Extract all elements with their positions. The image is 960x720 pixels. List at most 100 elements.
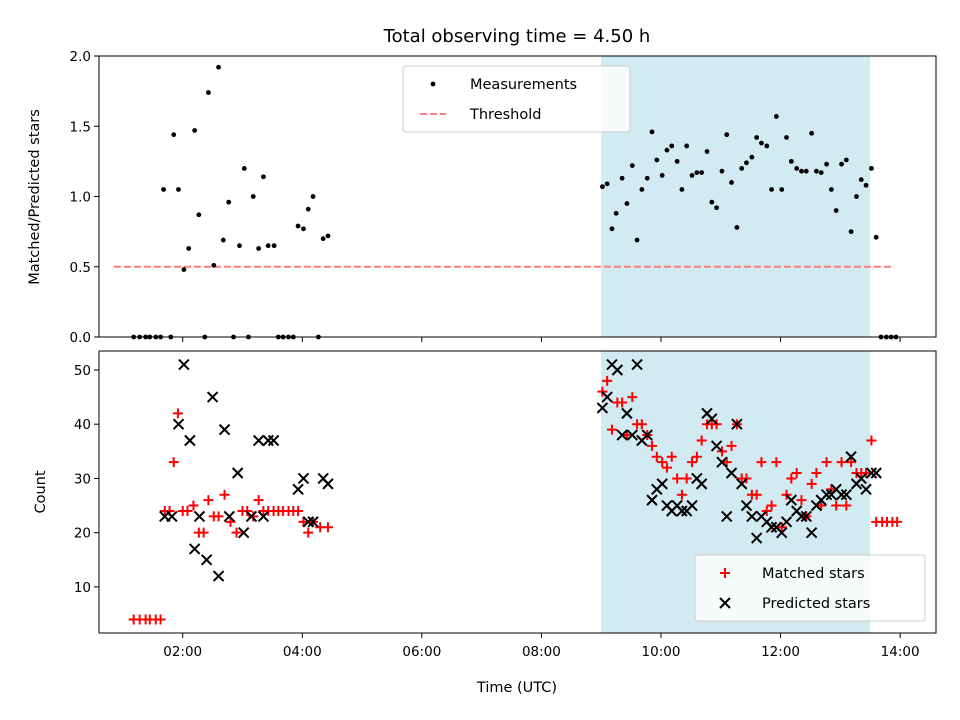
data-point [188, 500, 199, 511]
data-point [641, 429, 653, 441]
data-point [858, 177, 864, 183]
data-point [735, 478, 748, 490]
x-tick-label: 08:00 [522, 644, 561, 660]
data-point [799, 168, 804, 174]
data-point [213, 511, 224, 522]
data-point [666, 451, 677, 462]
data-point [298, 516, 309, 527]
data-point [661, 462, 672, 473]
data-point [840, 489, 853, 501]
data-point [749, 154, 755, 160]
data-point [821, 457, 832, 468]
ratio-panel: 0.0 0.5 1.0 1.5 2.0 Measurements Threshold [70, 49, 937, 346]
legend: Matched stars Predicted stars [694, 554, 926, 622]
data-point [746, 510, 758, 523]
data-point [679, 187, 685, 192]
data-point [863, 182, 869, 188]
data-point [649, 129, 655, 135]
data-point [714, 205, 719, 211]
data-point [293, 505, 304, 516]
data-point [596, 402, 609, 414]
data-point [654, 157, 660, 163]
data-point [796, 495, 807, 506]
x-tick-label: 02:00 [163, 644, 202, 660]
data-point [721, 510, 733, 523]
data-point [785, 494, 798, 506]
data-point [699, 170, 705, 176]
legend: Measurements Threshold [402, 65, 631, 133]
data-point [751, 489, 762, 500]
data-point [226, 199, 232, 205]
data-point [814, 168, 819, 174]
x-tick-label: 10:00 [642, 644, 681, 660]
y-tick-label: 20 [74, 526, 91, 542]
data-point [788, 158, 794, 164]
y-tick-label: 2.0 [70, 49, 91, 65]
data-point [831, 500, 842, 511]
data-point [271, 243, 277, 249]
data-point [256, 246, 262, 251]
data-point [193, 510, 206, 523]
data-point [848, 229, 854, 235]
data-point [613, 210, 619, 216]
data-point [597, 386, 608, 397]
data-point [869, 166, 874, 171]
data-point [629, 163, 635, 168]
data-point [616, 429, 628, 441]
data-point [634, 237, 640, 243]
data-point [811, 468, 822, 479]
legend-box [694, 554, 926, 622]
data-point [155, 614, 166, 625]
data-point [639, 187, 645, 192]
data-point [776, 522, 787, 533]
data-point [651, 451, 662, 462]
data-point [203, 495, 214, 506]
data-point [861, 468, 872, 479]
data-point [854, 194, 859, 199]
data-point [769, 187, 774, 192]
y-tick-label: 30 [74, 471, 91, 487]
data-point [237, 526, 250, 539]
series-matched-stars [128, 375, 903, 625]
data-point [253, 495, 264, 506]
data-point [303, 527, 314, 538]
legend-label: Measurements [470, 77, 577, 93]
data-point [826, 484, 837, 495]
data-point [196, 212, 202, 218]
data-point [836, 457, 847, 468]
data-point [739, 166, 745, 171]
data-point [824, 161, 829, 167]
data-point [776, 526, 788, 539]
data-point [301, 226, 306, 232]
data-point [200, 554, 213, 566]
data-point [786, 473, 797, 484]
data-point [320, 236, 326, 242]
data-point [839, 161, 844, 167]
data-point [672, 473, 683, 484]
y-tick-label: 10 [74, 580, 91, 596]
data-point [192, 128, 198, 133]
data-point [168, 457, 179, 468]
data-point [694, 170, 700, 176]
legend-marker [719, 597, 731, 609]
data-point [833, 208, 839, 213]
data-point [619, 175, 625, 181]
legend-label: Matched stars [762, 566, 865, 582]
data-point [784, 135, 789, 140]
y-tick-label: 40 [74, 417, 91, 433]
axes-frame [98, 350, 937, 634]
data-point [706, 413, 718, 425]
data-point [866, 435, 877, 446]
data-point [186, 246, 192, 251]
data-point [860, 483, 872, 495]
data-point [601, 391, 613, 403]
data-point [248, 511, 259, 522]
data-point [676, 505, 688, 517]
data-point [599, 184, 605, 190]
data-point [241, 166, 247, 171]
data-point [617, 397, 628, 408]
data-point [322, 478, 334, 490]
data-point [223, 510, 236, 523]
data-point [626, 429, 638, 441]
